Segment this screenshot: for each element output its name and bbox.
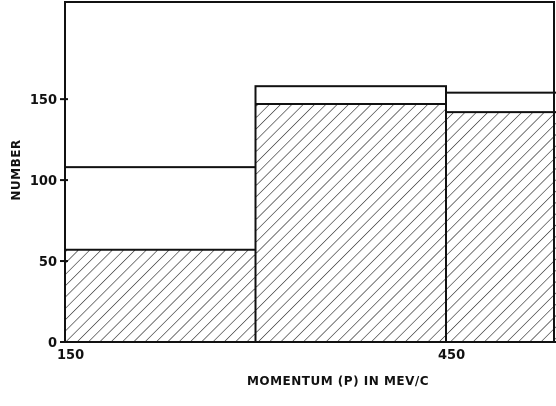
- y-tick-label-2: 100: [30, 174, 57, 189]
- plot-area: [64, 85, 556, 343]
- hatched-bar-1: [255, 104, 446, 342]
- y-tick-label-3: 150: [30, 93, 57, 108]
- x-axis-title: MOMENTUM (P) IN MEV/C: [247, 374, 429, 388]
- x-tick-label-1: 450: [438, 348, 465, 363]
- y-tick-label-1: 50: [39, 255, 57, 270]
- hatched-outline: [65, 103, 556, 251]
- hatched-bar-2: [446, 112, 556, 342]
- x-tick-label-0: 150: [57, 348, 84, 363]
- y-axis-title: NUMBER: [9, 139, 23, 200]
- plot-frame: [64, 1, 555, 343]
- hatched-bar-0: [65, 249, 256, 342]
- axis-ticks: 050100150150450750105013501650: [30, 93, 465, 363]
- y-tick-label-0: 0: [48, 336, 57, 351]
